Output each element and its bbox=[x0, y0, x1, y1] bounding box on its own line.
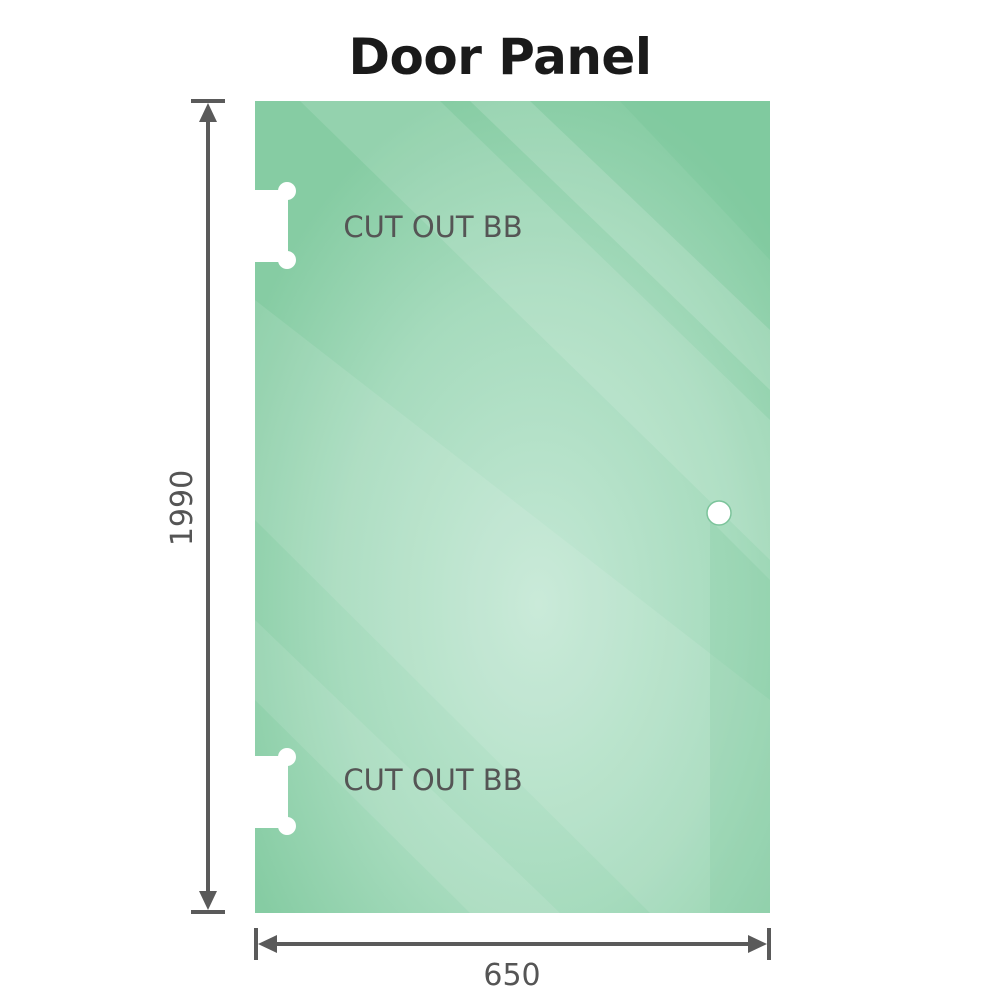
handle-hole bbox=[706, 500, 732, 526]
cutout-label-top: CUT OUT BB bbox=[343, 210, 522, 244]
height-label: 1990 bbox=[165, 470, 200, 546]
height-dimension bbox=[191, 99, 225, 914]
glass-reflections bbox=[255, 101, 770, 913]
cutout-label-bottom: CUT OUT BB bbox=[343, 763, 522, 797]
width-dimension bbox=[254, 928, 771, 960]
glass-panel bbox=[255, 101, 770, 913]
cutout-bottom bbox=[248, 748, 296, 835]
diagram-title: Door Panel bbox=[348, 28, 652, 86]
width-label: 650 bbox=[483, 958, 540, 993]
cutout-top bbox=[248, 182, 296, 269]
